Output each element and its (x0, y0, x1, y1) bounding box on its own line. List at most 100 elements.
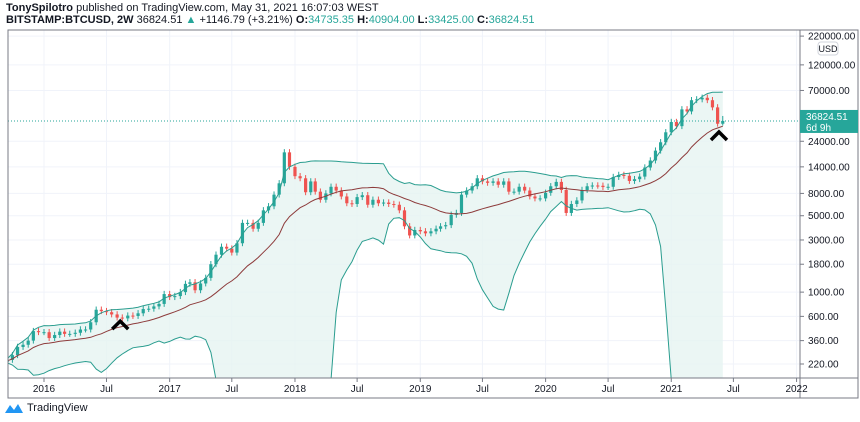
candle-down (423, 228, 428, 237)
candle-down (402, 207, 407, 230)
candle-up (611, 173, 615, 190)
candle-down (705, 94, 709, 104)
candle-body (21, 344, 25, 347)
candle-up (53, 331, 57, 341)
candle-body (204, 277, 208, 284)
candle-up (554, 178, 558, 190)
candle-body (131, 315, 135, 317)
candle-down (120, 314, 124, 322)
candle-body (429, 231, 433, 234)
candle-body (178, 292, 182, 297)
candle-body (261, 210, 265, 223)
candle-body (225, 246, 229, 249)
candle-body (664, 132, 668, 143)
bollinger-fill (8, 92, 723, 378)
candle-body (695, 99, 699, 101)
y-tick-label: 120000.00 (808, 60, 856, 71)
candle-up (538, 195, 542, 202)
candle-body (188, 282, 192, 284)
candle-down (507, 178, 511, 195)
symbol: BITSTAMP:BTCUSD, 2W (6, 14, 134, 26)
candle-down (293, 163, 297, 180)
candle-body (355, 197, 359, 205)
time-axis[interactable]: 2016 Jul 2017 Jul 2018 Jul 2019 Jul 2020 Jul 2021 J… (33, 378, 808, 395)
candle-body (304, 178, 308, 193)
symbol-legend: BITSTAMP:BTCUSD, 2W 36824.51 ▲ +1146.79 … (6, 14, 535, 26)
candle-body (360, 195, 364, 198)
y-tick-label: 600.00 (808, 312, 839, 323)
x-tick-label: 2016 (33, 384, 56, 395)
candle-up (438, 223, 443, 232)
price-axis[interactable]: 220000.00 120000.00 70000.00 24000.00 14000.… (800, 32, 856, 371)
candle-body (78, 329, 82, 333)
candle-body (277, 183, 281, 195)
candle-body (564, 189, 568, 213)
open-value: 34735.35 (308, 14, 355, 26)
candle-down (62, 328, 67, 337)
high-label: H: (357, 14, 369, 26)
candle-body (298, 176, 302, 179)
close-label: C: (477, 14, 489, 26)
candle-down (408, 223, 412, 239)
low-value: 33425.00 (428, 14, 474, 26)
candle-up (475, 175, 479, 190)
candle-up (282, 149, 286, 187)
candle-body (512, 191, 516, 193)
candle-up (638, 173, 642, 183)
candle-down (298, 172, 302, 182)
candle-body (705, 97, 709, 101)
x-tick-label: Jul (351, 384, 364, 395)
candle-up (680, 106, 684, 130)
candle-body (309, 181, 313, 193)
candle-body (318, 191, 322, 200)
candle-down (193, 279, 197, 294)
candle-body (251, 222, 255, 229)
candle-body (617, 174, 621, 178)
candle-up (606, 183, 610, 190)
candle-body (502, 181, 506, 185)
candle-body (517, 186, 521, 192)
candle-body (313, 181, 317, 192)
candle-up (444, 221, 448, 230)
candle-up (256, 219, 260, 232)
candle-up (261, 207, 265, 226)
candle-body (219, 246, 224, 255)
candle-up (147, 305, 151, 312)
candle-body (418, 230, 422, 232)
candle-up (632, 175, 637, 184)
candle-down (47, 328, 51, 341)
tradingview-logo-icon (5, 404, 23, 413)
low-label: L: (417, 14, 429, 26)
currency-button[interactable]: USD (817, 41, 839, 56)
candle-body (523, 186, 527, 191)
candle-up (429, 228, 433, 237)
candle-up (590, 182, 594, 190)
candle-body (126, 315, 130, 319)
candle-down (313, 178, 317, 195)
close-value: 36824.51 (488, 14, 535, 26)
candle-up (21, 341, 25, 350)
candle-body (47, 332, 51, 339)
candle-down (251, 219, 255, 232)
candle-body (214, 254, 218, 265)
candle-body (465, 190, 469, 195)
candle-body (496, 181, 500, 185)
tradingview-logo[interactable]: TradingView (4, 402, 88, 414)
candle-body (115, 314, 119, 318)
candle-body (554, 181, 558, 187)
candle-body (334, 186, 338, 191)
candle-up (73, 329, 77, 337)
candle-body (491, 181, 495, 183)
candle-down (230, 245, 234, 256)
candle-body (580, 189, 584, 201)
candle-body (544, 192, 548, 199)
candle-body (449, 214, 453, 226)
candle-body (444, 225, 448, 227)
candle-up (26, 337, 30, 348)
candle-body (235, 243, 239, 253)
candle-body (120, 317, 124, 319)
candle-body (141, 309, 145, 314)
candle-body (162, 294, 166, 304)
candle-body (62, 331, 67, 334)
